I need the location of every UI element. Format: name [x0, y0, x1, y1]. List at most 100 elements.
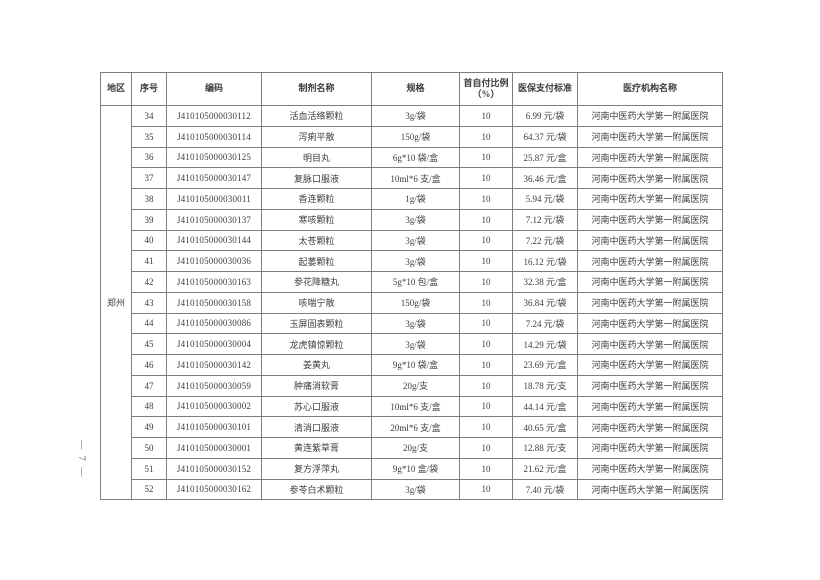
table-row: 43 J410105000030158 咳喘宁散 150g/袋 10 36.84…	[101, 291, 723, 314]
cell-spec: 9g*10 盒/袋	[371, 457, 460, 480]
cell-code: J410105000030147	[166, 167, 262, 189]
table-header: 地区 序号 编码 制剂名称 规格 首自付比例（%） 医保支付标准 医疗机构名称	[100, 72, 723, 106]
cell-code: J410105000030059	[166, 374, 262, 397]
cell-ratio: 10	[459, 457, 513, 480]
cell-name: 参苓白术颗粒	[261, 478, 372, 501]
cell-spec: 20g/支	[371, 437, 460, 459]
cell-spec: 3g/袋	[371, 333, 460, 355]
cell-price: 7.40 元/袋	[512, 478, 578, 501]
cell-code: J410105000030152	[166, 457, 262, 480]
cell-seq: 44	[131, 312, 167, 335]
cell-spec: 20ml*6 支/盒	[371, 416, 460, 438]
cell-name: 复脉口服液	[261, 167, 372, 189]
cell-ratio: 10	[459, 395, 513, 418]
cell-spec: 6g*10 袋/盒	[371, 146, 460, 169]
cell-name: 复方浮萍丸	[261, 457, 372, 480]
page-number: — 7 —	[76, 439, 86, 479]
cell-spec: 5g*10 包/盒	[371, 271, 460, 293]
cell-seq: 41	[131, 250, 167, 272]
table-row: 36 J410105000030125 明目丸 6g*10 袋/盒 10 25.…	[101, 146, 723, 169]
cell-price: 36.84 元/袋	[512, 291, 578, 314]
cell-name: 肿痛消软膏	[261, 374, 372, 397]
cell-name: 苏心口服液	[261, 395, 372, 418]
cell-code: J410105000030137	[166, 208, 262, 231]
cell-org: 河南中医药大学第一附属医院	[577, 146, 723, 169]
cell-org: 河南中医药大学第一附属医院	[577, 208, 723, 231]
reimbursement-table: 地区 序号 编码 制剂名称 规格 首自付比例（%） 医保支付标准 医疗机构名称 …	[100, 72, 723, 501]
cell-org: 河南中医药大学第一附属医院	[577, 478, 723, 501]
cell-spec: 3g/袋	[371, 312, 460, 335]
cell-ratio: 10	[459, 167, 513, 189]
cell-code: J410105000030114	[166, 125, 262, 148]
table-row: 38 J410105000030011 香连颗粒 1g/袋 10 5.94 元/…	[101, 188, 723, 210]
table-row: 44 J410105000030086 玉屏固表颗粒 3g/袋 10 7.24 …	[101, 312, 723, 335]
table-row: 46 J410105000030142 姜黄丸 9g*10 袋/盒 10 23.…	[101, 354, 723, 376]
cell-spec: 3g/袋	[371, 105, 460, 127]
cell-seq: 36	[131, 146, 167, 169]
cell-price: 12.88 元/支	[512, 437, 578, 459]
cell-seq: 43	[131, 291, 167, 314]
cell-price: 7.24 元/袋	[512, 312, 578, 335]
cell-seq: 38	[131, 188, 167, 210]
cell-ratio: 10	[459, 188, 513, 210]
cell-ratio: 10	[459, 146, 513, 169]
cell-org: 河南中医药大学第一附属医院	[577, 105, 723, 127]
cell-spec: 1g/袋	[371, 188, 460, 210]
cell-code: J410105000030112	[166, 105, 262, 127]
cell-org: 河南中医药大学第一附属医院	[577, 333, 723, 355]
table-row: 49 J410105000030101 清消口服液 20ml*6 支/盒 10 …	[101, 416, 723, 438]
cell-ratio: 10	[459, 478, 513, 501]
table-row: 40 J410105000030144 太苍颗粒 3g/袋 10 7.22 元/…	[101, 229, 723, 252]
col-header-org: 医疗机构名称	[577, 72, 723, 106]
cell-org: 河南中医药大学第一附属医院	[577, 271, 723, 293]
cell-code: J410105000030163	[166, 271, 262, 293]
cell-name: 黄连紫草膏	[261, 437, 372, 459]
cell-price: 44.14 元/盒	[512, 395, 578, 418]
cell-price: 7.12 元/袋	[512, 208, 578, 231]
cell-seq: 45	[131, 333, 167, 355]
cell-price: 21.62 元/盒	[512, 457, 578, 480]
cell-name: 香连颗粒	[261, 188, 372, 210]
cell-name: 玉屏固表颗粒	[261, 312, 372, 335]
cell-name: 咳喘宁散	[261, 291, 372, 314]
cell-code: J410105000030086	[166, 312, 262, 335]
cell-org: 河南中医药大学第一附属医院	[577, 395, 723, 418]
cell-seq: 35	[131, 125, 167, 148]
cell-price: 32.38 元/盒	[512, 271, 578, 293]
cell-seq: 52	[131, 478, 167, 501]
cell-spec: 3g/袋	[371, 250, 460, 272]
cell-price: 36.46 元/盒	[512, 167, 578, 189]
cell-ratio: 10	[459, 312, 513, 335]
cell-name: 姜黄丸	[261, 354, 372, 376]
cell-org: 河南中医药大学第一附属医院	[577, 188, 723, 210]
cell-price: 14.29 元/袋	[512, 333, 578, 355]
table-row: 52 J410105000030162 参苓白术颗粒 3g/袋 10 7.40 …	[101, 478, 723, 501]
cell-seq: 49	[131, 416, 167, 438]
cell-code: J410105000030004	[166, 333, 262, 355]
cell-ratio: 10	[459, 333, 513, 355]
cell-code: J410105000030036	[166, 250, 262, 272]
table-body: 郑州 34 J410105000030112 活血活络颗粒 3g/袋 10 6.…	[100, 104, 723, 501]
cell-code: J410105000030125	[166, 146, 262, 169]
cell-ratio: 10	[459, 354, 513, 376]
table-row: 45 J410105000030004 龙虎镇惊颗粒 3g/袋 10 14.29…	[101, 333, 723, 355]
cell-seq: 46	[131, 354, 167, 376]
cell-org: 河南中医药大学第一附属医院	[577, 437, 723, 459]
cell-code: J410105000030001	[166, 437, 262, 459]
cell-ratio: 10	[459, 229, 513, 252]
cell-ratio: 10	[459, 250, 513, 272]
col-header-code: 编码	[166, 72, 262, 106]
table-row: 50 J410105000030001 黄连紫草膏 20g/支 10 12.88…	[101, 437, 723, 459]
cell-code: J410105000030142	[166, 354, 262, 376]
cell-price: 40.65 元/盒	[512, 416, 578, 438]
col-header-name: 制剂名称	[261, 72, 372, 106]
cell-ratio: 10	[459, 125, 513, 148]
cell-ratio: 10	[459, 208, 513, 231]
cell-price: 6.99 元/袋	[512, 105, 578, 127]
cell-org: 河南中医药大学第一附属医院	[577, 457, 723, 480]
cell-code: J410105000030002	[166, 395, 262, 418]
cell-seq: 51	[131, 457, 167, 480]
cell-spec: 150g/袋	[371, 125, 460, 148]
table-row: 48 J410105000030002 苏心口服液 10ml*6 支/盒 10 …	[101, 395, 723, 418]
cell-price: 5.94 元/袋	[512, 188, 578, 210]
